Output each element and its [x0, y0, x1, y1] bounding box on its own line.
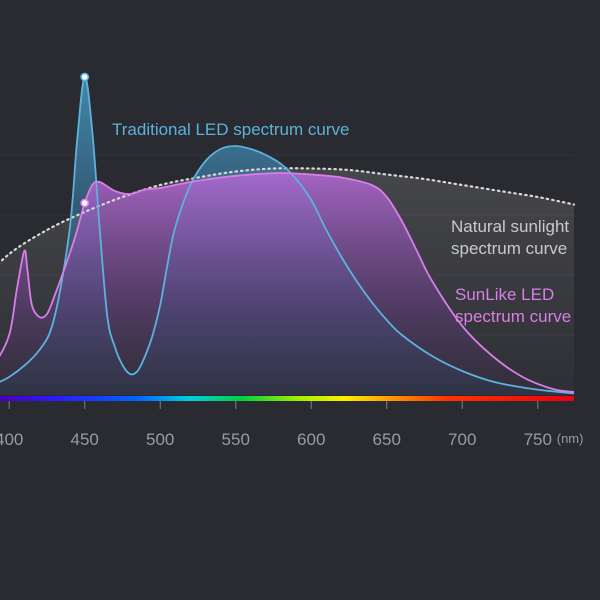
traditional-led-label: Traditional LED spectrum curve	[112, 120, 349, 139]
natural-sunlight-label-line-1: Natural sunlight	[451, 217, 569, 236]
tick-label-650: 650	[373, 430, 401, 449]
tick-label-500: 500	[146, 430, 174, 449]
natural-sunlight-label: Natural sunlight spectrum curve	[451, 217, 569, 258]
sunlike-led-area	[0, 173, 574, 395]
tick-label-750: 750	[524, 430, 552, 449]
natural-sunlight-line	[0, 167, 576, 264]
tick-label-450: 450	[71, 430, 99, 449]
sunlike-led-line	[0, 172, 575, 393]
sunlike-led-label-line-1: SunLike LED	[455, 285, 554, 304]
x-axis	[0, 396, 574, 401]
tick-label-550: 550	[222, 430, 250, 449]
traditional-led-label-line-1: Traditional LED spectrum curve	[112, 120, 349, 139]
traditional-led-peak-marker	[80, 72, 90, 82]
series-markers	[80, 72, 90, 208]
tick-label-400: 400	[0, 430, 23, 449]
spectrum-color-bar	[0, 396, 574, 401]
sunlike-led-label-line-2: spectrum curve	[455, 307, 571, 326]
area-fills	[0, 76, 574, 395]
x-unit-label: (nm)	[557, 431, 584, 446]
sunlike-led-label: SunLike LED spectrum curve	[455, 285, 571, 326]
series-labels: Natural sunlight spectrum curve Traditiona…	[112, 120, 571, 326]
sunlike-led-marker	[80, 198, 90, 208]
natural-sunlight-label-line-2: spectrum curve	[451, 239, 567, 258]
x-tick-labels: 400 450 500 550 600 650 700 750	[0, 401, 552, 449]
tick-label-700: 700	[448, 430, 476, 449]
tick-label-600: 600	[297, 430, 325, 449]
